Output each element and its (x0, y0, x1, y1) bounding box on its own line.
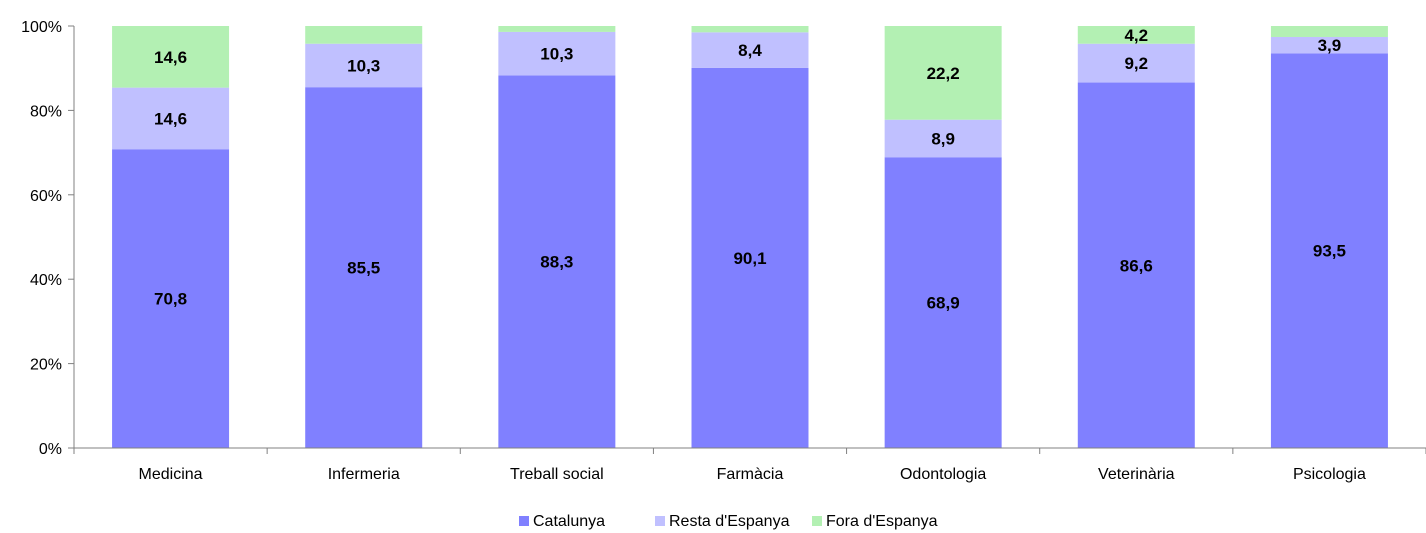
data-label: 10,3 (347, 56, 380, 75)
bar-segment (112, 87, 230, 150)
legend: Catalunya Resta d'Espanya Fora d'Espanya (519, 513, 938, 530)
bar-segment (1077, 82, 1195, 448)
bars-layer (112, 26, 1388, 449)
x-tick-label: Farmàcia (717, 466, 784, 483)
bar-segment (691, 67, 809, 448)
data-label: 4,2 (1124, 26, 1148, 45)
data-label: 90,1 (733, 249, 766, 268)
data-label: 14,6 (154, 48, 187, 67)
bar-segment (884, 119, 1002, 158)
data-label: 85,5 (347, 259, 380, 278)
bar-segment (884, 157, 1002, 448)
bar-segment (691, 26, 809, 33)
x-tick-label: Psicologia (1293, 466, 1366, 483)
bar-segment (305, 26, 423, 44)
data-labels-layer: 70,8 14,6 14,6 85,5 10,3 88,3 10,3 90,1 8,4 68,9 8… (154, 26, 1346, 313)
y-tick-label: 40% (30, 272, 62, 289)
data-label: 70,8 (154, 290, 187, 309)
data-label: 10,3 (540, 45, 573, 64)
bar-segment (305, 43, 423, 88)
bar-segment (305, 87, 423, 448)
bar-segment (1270, 36, 1388, 54)
legend-label: Resta d'Espanya (669, 513, 790, 530)
bar-segment (498, 75, 616, 449)
x-tick-label: Infermeria (328, 466, 400, 483)
y-tick-label: 100% (21, 19, 62, 36)
bar-segment (112, 149, 230, 448)
axes-layer: 0% 20% 40% 60% 80% 100% Medicina Infermeria Treb… (21, 19, 1426, 483)
bar-segment (1077, 43, 1195, 83)
data-label: 14,6 (154, 109, 187, 128)
legend-swatch (812, 516, 822, 526)
data-label: 86,6 (1120, 256, 1153, 275)
data-label: 3,9 (1318, 36, 1342, 55)
bar-segment (884, 26, 1002, 120)
bar-segment (1270, 26, 1388, 37)
y-tick-label: 80% (30, 103, 62, 120)
data-label: 68,9 (927, 294, 960, 313)
bar-segment (498, 26, 616, 32)
y-tick-label: 60% (30, 188, 62, 205)
x-tick-label: Odontologia (900, 466, 986, 483)
bar-segment (1077, 26, 1195, 44)
bar-segment (498, 31, 616, 76)
x-tick-label: Treball social (510, 466, 604, 483)
bar-segment (1270, 53, 1388, 449)
legend-swatch (519, 516, 529, 526)
data-label: 8,9 (931, 129, 955, 148)
legend-label: Fora d'Espanya (826, 513, 938, 530)
data-label: 22,2 (927, 64, 960, 83)
x-tick-label: Medicina (139, 466, 203, 483)
data-label: 93,5 (1313, 242, 1346, 261)
legend-label: Catalunya (533, 513, 605, 530)
y-tick-label: 20% (30, 357, 62, 374)
bar-segment (112, 26, 230, 88)
legend-swatch (655, 516, 665, 526)
data-label: 88,3 (540, 253, 573, 272)
x-tick-label: Veterinària (1098, 466, 1175, 483)
data-label: 8,4 (738, 41, 762, 60)
y-tick-label: 0% (39, 441, 62, 458)
data-label: 9,2 (1124, 54, 1148, 73)
bar-segment (691, 32, 809, 68)
